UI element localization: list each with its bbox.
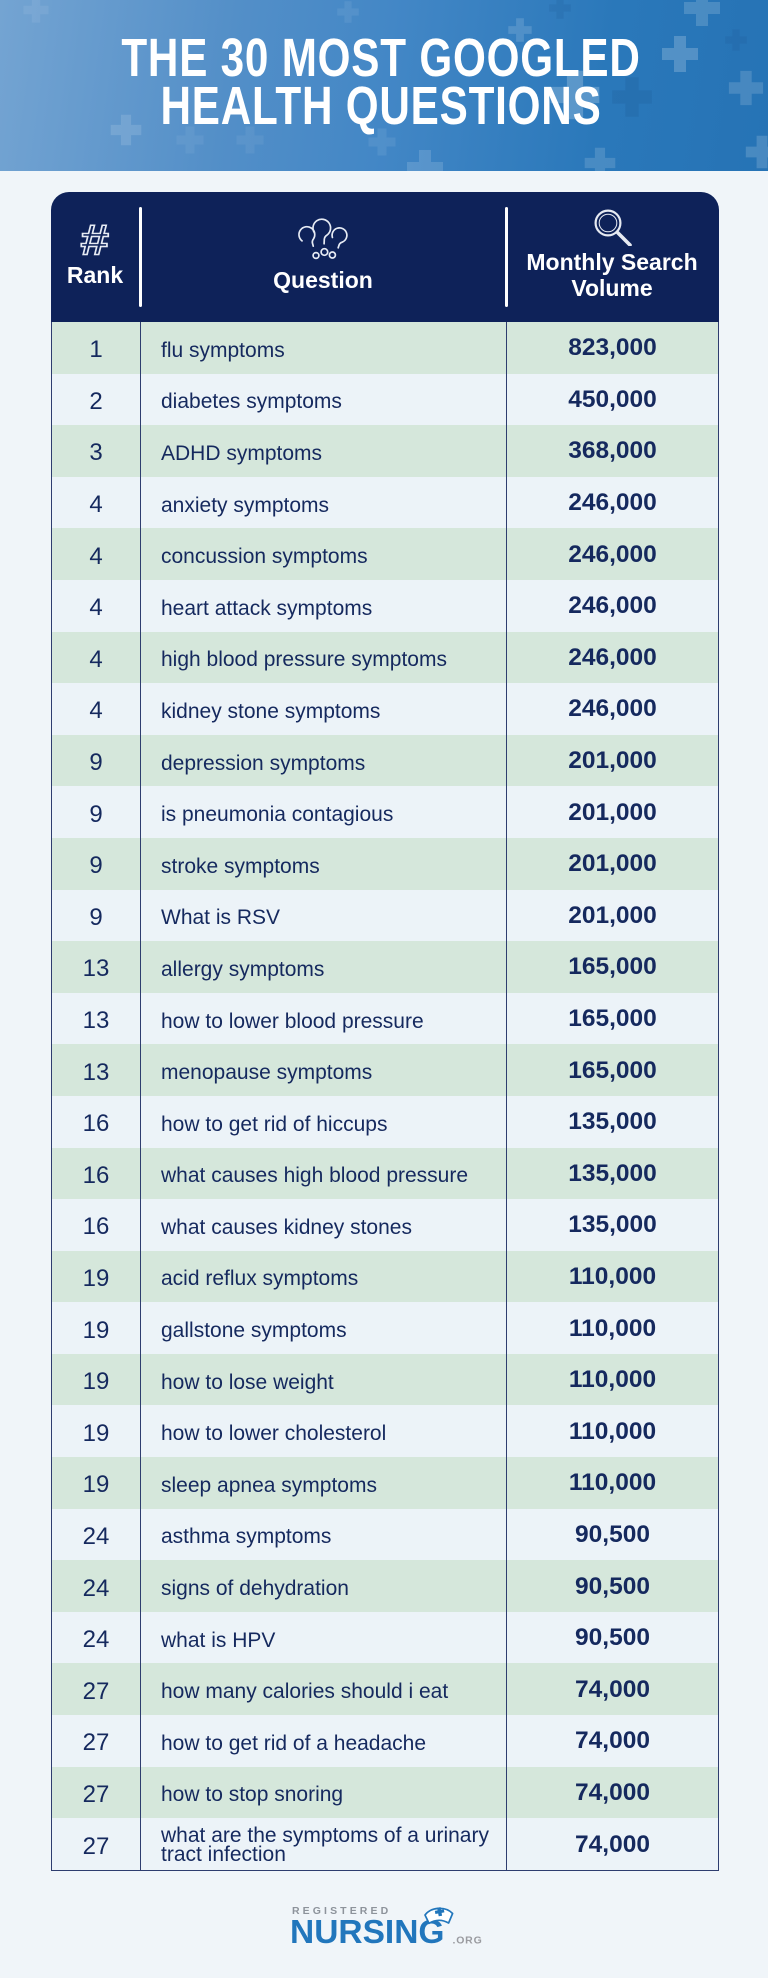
svg-text:REGISTERED: REGISTERED [292,1905,391,1917]
svg-text:#: # [80,221,109,258]
svg-text:.ORG: .ORG [453,1935,483,1947]
svg-text:NURSING: NURSING [290,1914,444,1951]
